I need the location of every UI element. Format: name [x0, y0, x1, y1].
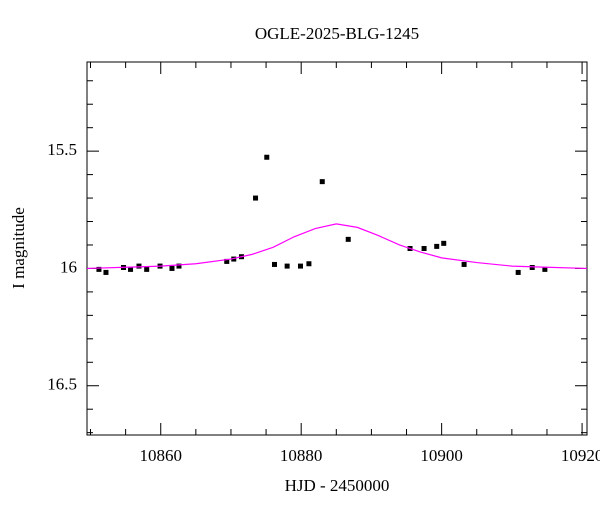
- model-curve: [86, 223, 588, 270]
- data-point: [136, 263, 142, 269]
- data-point: [253, 195, 259, 201]
- data-point: [345, 236, 351, 242]
- data-point: [515, 269, 521, 275]
- data-point: [272, 261, 277, 267]
- y-tick-label: 16: [60, 257, 77, 276]
- x-axis-label: HJD - 2450000: [285, 476, 390, 495]
- data-point: [264, 154, 270, 160]
- chart-title: OGLE-2025-BLG-1245: [255, 24, 419, 43]
- data-point: [319, 179, 325, 185]
- data-point: [542, 266, 548, 272]
- data-point: [144, 266, 150, 272]
- data-point: [441, 240, 447, 246]
- y-tick-label: 15.5: [47, 140, 77, 159]
- data-point: [224, 258, 230, 264]
- data-point: [297, 263, 303, 269]
- data-point: [231, 256, 237, 262]
- data-point: [434, 243, 440, 249]
- data-point: [169, 265, 175, 271]
- y-axis-label: I magnitude: [9, 207, 28, 289]
- x-tick-label: 10920: [561, 446, 600, 465]
- data-point: [529, 265, 535, 271]
- data-point: [96, 266, 102, 272]
- data-point: [461, 261, 467, 267]
- data-point: [128, 266, 134, 272]
- data-point: [176, 263, 182, 269]
- plot-frame: [86, 61, 588, 436]
- data-point: [103, 269, 109, 275]
- data-point: [421, 246, 427, 251]
- x-tick-label: 10900: [420, 446, 463, 465]
- x-tick-label: 10880: [280, 446, 323, 465]
- data-point: [306, 261, 312, 267]
- y-tick-label: 16.5: [47, 375, 77, 394]
- x-tick-label: 10860: [139, 446, 182, 465]
- data-point: [284, 263, 290, 269]
